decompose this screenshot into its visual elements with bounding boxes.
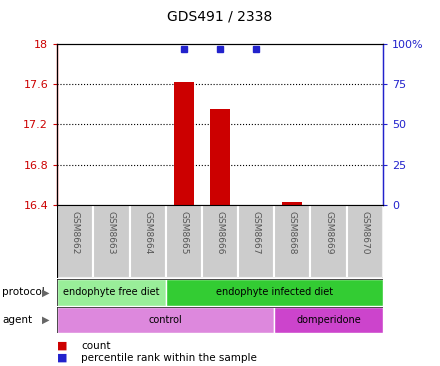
Text: GSM8665: GSM8665 [180,211,188,254]
Bar [282,202,302,205]
Bar [238,205,274,278]
Bar [311,205,347,278]
Bar [210,109,230,205]
Text: ▶: ▶ [42,287,50,298]
Bar [93,205,129,278]
Text: GSM8663: GSM8663 [107,211,116,254]
Bar [57,279,166,306]
Text: protocol: protocol [2,287,45,298]
Text: agent: agent [2,315,32,325]
Bar [202,205,238,278]
Text: control: control [149,315,183,325]
Bar [57,307,274,333]
Bar [174,82,194,205]
Text: domperidone: domperidone [296,315,361,325]
Text: GSM8667: GSM8667 [252,211,260,254]
Bar [57,205,93,278]
Text: GSM8664: GSM8664 [143,211,152,254]
Bar [129,205,166,278]
Text: ■: ■ [57,353,68,363]
Text: GSM8666: GSM8666 [216,211,224,254]
Bar [166,279,383,306]
Bar [274,205,311,278]
Text: ■: ■ [57,341,68,351]
Text: endophyte free diet: endophyte free diet [63,287,160,298]
Text: percentile rank within the sample: percentile rank within the sample [81,353,257,363]
Text: endophyte infected diet: endophyte infected diet [216,287,333,298]
Bar [347,205,383,278]
Text: ▶: ▶ [42,315,50,325]
Text: GSM8670: GSM8670 [360,211,369,254]
Text: GDS491 / 2338: GDS491 / 2338 [167,10,273,23]
Bar [274,307,383,333]
Text: GSM8668: GSM8668 [288,211,297,254]
Text: GSM8669: GSM8669 [324,211,333,254]
Bar [166,205,202,278]
Text: GSM8662: GSM8662 [71,211,80,254]
Text: count: count [81,341,111,351]
